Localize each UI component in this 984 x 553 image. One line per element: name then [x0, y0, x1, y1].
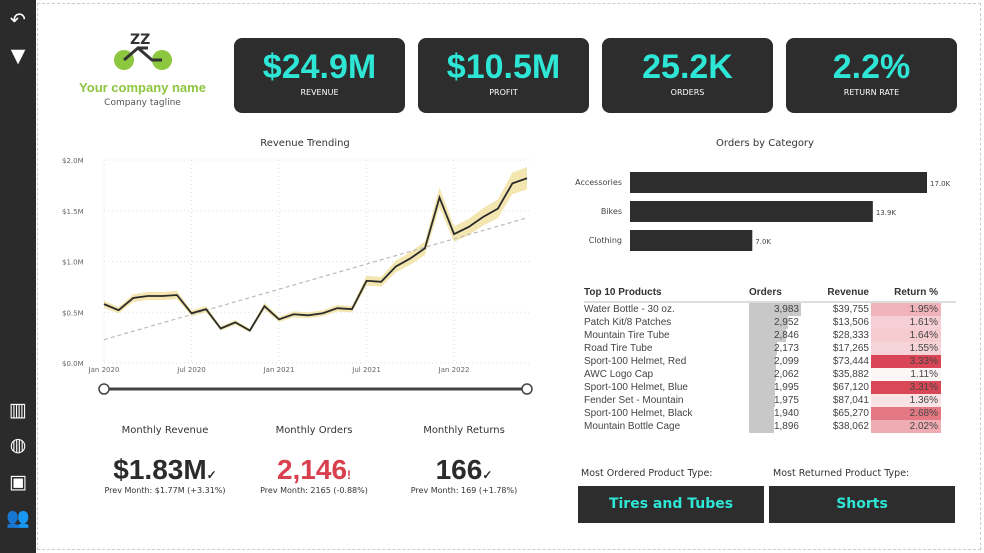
y-tick-label: $0.0M [62, 360, 84, 368]
box-icon[interactable]: ▣ [9, 471, 27, 493]
table-row[interactable]: Patch Kit/8 Patches 2,952 $13,506 1.61% [584, 316, 956, 329]
category-bar [630, 201, 873, 222]
category-bar [630, 230, 753, 251]
monthly-orders-card: Monthly Orders 2,146! Prev Month: 2165 (… [260, 425, 368, 495]
table-row[interactable]: Sport-100 Helmet, Red 2,099 $73,444 3.33… [584, 355, 956, 368]
users-icon[interactable]: 👥 [6, 507, 30, 529]
bike-logo-icon: ZZ [113, 32, 172, 70]
bar-chart-icon[interactable]: ▥ [9, 399, 27, 421]
filter-icon[interactable]: ▼ [10, 45, 26, 67]
x-tick-label: Jan 2021 [263, 366, 295, 374]
back-arrow-icon[interactable]: ↶ [10, 9, 26, 31]
bar-data-label: 17.0K [930, 180, 951, 188]
table-row[interactable]: Road Tire Tube 2,173 $17,265 1.55% [584, 342, 956, 355]
forecast-band [104, 167, 527, 333]
y-tick-label: $1.0M [62, 259, 84, 267]
category-label: Accessories [575, 178, 622, 187]
company-name: Your company name [79, 80, 206, 95]
y-tick-label: $1.5M [62, 208, 84, 216]
x-tick-label: Jul 2020 [176, 366, 206, 374]
globe-icon[interactable]: ◍ [9, 434, 27, 456]
revenue-chart-title: Revenue Trending [260, 138, 350, 149]
table-header: Top 10 Products Orders Revenue Return % [584, 287, 956, 303]
category-label: Clothing [589, 236, 622, 245]
company-logo: ZZ Your company name Company tagline [75, 30, 210, 108]
monthly-revenue-card: Monthly Revenue $1.83M✓ Prev Month: $1.7… [104, 425, 226, 495]
table-row[interactable]: Water Bottle - 30 oz. 3,983 $39,755 1.95… [584, 303, 956, 316]
x-tick-label: Jan 2020 [88, 366, 120, 374]
table-row[interactable]: Sport-100 Helmet, Blue 1,995 $67,120 3.3… [584, 381, 956, 394]
slider-handle-end[interactable] [521, 383, 533, 395]
table-row[interactable]: Fender Set - Mountain 1,975 $87,041 1.36… [584, 394, 956, 407]
kpi-profit: $10.5M PROFIT [418, 38, 589, 113]
most-returned-label: Most Returned Product Type: [773, 468, 910, 479]
y-tick-label: $2.0M [62, 157, 84, 165]
category-bar [630, 172, 927, 193]
trend-line [103, 217, 528, 341]
y-tick-label: $0.5M [62, 309, 84, 317]
top-products-table: Top 10 Products Orders Revenue Return % … [584, 287, 956, 433]
most-ordered-value: Tires and Tubes [578, 486, 764, 523]
kpi-orders: 25.2K ORDERS [602, 38, 773, 113]
bar-data-label: 13.9K [876, 209, 897, 217]
monthly-returns-card: Monthly Returns 166✓ Prev Month: 169 (+1… [410, 425, 518, 495]
nav-rail: ↶ ▼ ▥ ◍ ▣ 👥 [0, 0, 36, 553]
slider-handle-start[interactable] [98, 383, 110, 395]
table-row[interactable]: AWC Logo Cap 2,062 $35,882 1.11% [584, 368, 956, 381]
kpi-revenue: $24.9M REVENUE [234, 38, 405, 113]
x-tick-label: Jan 2022 [438, 366, 470, 374]
svg-text:ZZ: ZZ [130, 32, 150, 48]
kpi-return-rate: 2.2% RETURN RATE [786, 38, 957, 113]
report-canvas [37, 3, 981, 550]
alert-icon: ! [347, 468, 352, 482]
company-tagline: Company tagline [104, 98, 181, 108]
x-tick-label: Jul 2021 [351, 366, 381, 374]
revenue-line [103, 177, 528, 332]
table-row[interactable]: Sport-100 Helmet, Black 1,940 $65,270 2.… [584, 407, 956, 420]
revenue-trend-chart: $0.0M $0.5M $1.0M $1.5M $2.0M Jan 2020 Jul 202… [62, 157, 533, 395]
check-icon: ✓ [206, 468, 217, 482]
table-row[interactable]: Mountain Tire Tube 2,846 $28,333 1.64% [584, 329, 956, 342]
check-icon: ✓ [482, 468, 493, 482]
category-chart-title: Orders by Category [716, 138, 814, 149]
most-ordered-label: Most Ordered Product Type: [581, 468, 713, 479]
bar-data-label: 7.0K [755, 238, 771, 246]
most-returned-value: Shorts [769, 486, 955, 523]
category-label: Bikes [601, 207, 622, 216]
orders-by-category-chart: Accessories 17.0K Bikes 13.9K Clothing 7.0K [575, 172, 951, 251]
table-row[interactable]: Mountain Bottle Cage 1,896 $38,062 2.02% [584, 420, 956, 433]
